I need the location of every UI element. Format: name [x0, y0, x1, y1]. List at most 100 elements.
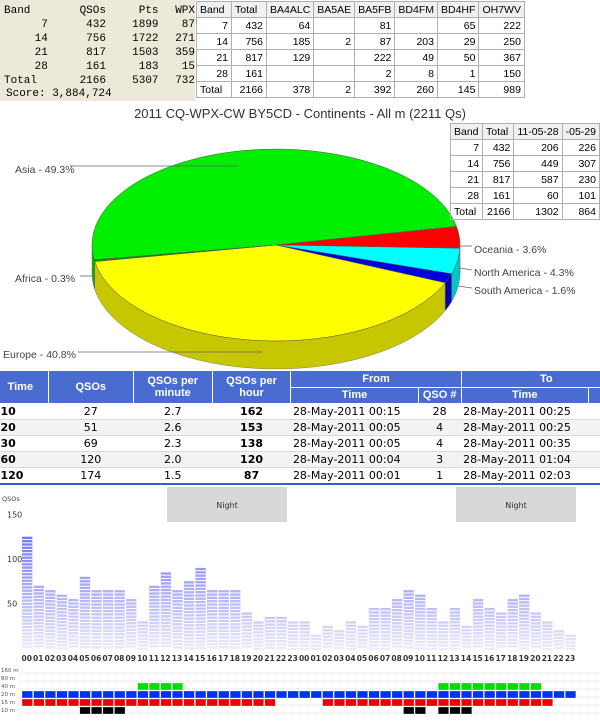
activity-bar — [45, 590, 55, 648]
band-activity-cell — [542, 691, 553, 698]
hour-label: 08 — [114, 654, 124, 663]
band-activity-cell — [473, 691, 484, 698]
rate-cell: 28-May-2011 00:25 — [461, 404, 588, 420]
score-cell: 28 — [4, 60, 60, 74]
rate-cell — [588, 452, 600, 468]
score-cell: 183 — [106, 60, 159, 74]
band-activity-cell — [34, 691, 45, 698]
score-cell: 14 — [4, 32, 60, 46]
band-activity-cell — [496, 683, 507, 690]
band-activity-cell — [311, 691, 322, 698]
operators-header-cell: BA5AE — [314, 2, 355, 18]
band-activity-cell — [57, 691, 68, 698]
activity-ytick: 50 — [7, 600, 17, 609]
rate-cell: 120 — [0, 468, 48, 484]
operators-cell: 989 — [479, 82, 525, 98]
activity-bar — [276, 617, 286, 649]
band-activity-cell — [34, 699, 45, 706]
score-cell: 87 — [159, 18, 195, 32]
rate-cell: 28-May-2011 00:05 — [291, 436, 418, 452]
band-activity-cell — [334, 699, 345, 706]
operators-header-cell: Total — [232, 2, 267, 18]
night-label: Night — [216, 501, 238, 510]
operators-cell: 2 — [355, 66, 395, 82]
operators-table: Band Total BA4ALC BA5AE BA5FB BD4FM BD4H… — [196, 1, 525, 98]
hour-label: 11 — [426, 654, 436, 663]
activity-bar — [207, 590, 217, 648]
activity-bar — [554, 630, 564, 649]
hour-label: 14 — [461, 654, 471, 663]
band-label: 40 m — [1, 684, 15, 690]
band-activity-cell — [172, 699, 183, 706]
operators-cell — [267, 66, 314, 82]
operators-cell — [395, 18, 438, 34]
band-activity-cell — [369, 691, 380, 698]
operators-cell: 756 — [232, 34, 267, 50]
activity-bar — [242, 612, 252, 647]
band-activity-cell — [357, 699, 368, 706]
rate-cell: 28-May-2011 00:04 — [291, 452, 418, 468]
operators-header-cell: BA4ALC — [267, 2, 314, 18]
band-activity-cell — [114, 699, 125, 706]
operators-cell: 49 — [395, 50, 438, 66]
activity-bar — [357, 626, 367, 648]
hour-label: 05 — [357, 654, 367, 663]
band-activity-cell — [288, 691, 299, 698]
band-activity-cell — [103, 691, 114, 698]
band-activity-cell — [172, 691, 183, 698]
band-activity-cell — [438, 699, 449, 706]
rate-cell: 60 — [0, 452, 48, 468]
score-header-wpx: WPX — [159, 4, 195, 18]
band-activity-cell — [461, 691, 472, 698]
band-activity-cell — [207, 691, 218, 698]
operators-cell: 260 — [395, 82, 438, 98]
activity-bar — [80, 577, 90, 649]
activity-bar — [219, 590, 229, 648]
band-activity-cell — [380, 691, 391, 698]
hour-label: 17 — [218, 654, 228, 663]
activity-bar — [531, 612, 541, 647]
score-header-qsos: QSOs — [60, 4, 106, 18]
rate-cell: 28 — [418, 404, 461, 420]
band-activity-cell — [172, 683, 183, 690]
rate-header-to: To — [461, 371, 600, 388]
dates-cell: 60 — [514, 188, 562, 204]
rate-header-from-time: Time — [291, 387, 418, 404]
activity-bar — [149, 586, 159, 648]
operators-cell: 50 — [438, 50, 479, 66]
band-activity-cell — [114, 691, 125, 698]
operators-cell: 817 — [232, 50, 267, 66]
hour-label: 23 — [565, 654, 575, 663]
band-activity-cell — [427, 691, 438, 698]
rate-header-row-1: Time QSOs QSOs per minute QSOs per hour … — [0, 371, 600, 388]
score-header-pts: Pts — [106, 4, 159, 18]
band-activity-cell — [126, 699, 137, 706]
band-activity-cell — [438, 691, 449, 698]
band-activity-cell — [484, 699, 495, 706]
rate-cell: 174 — [48, 468, 133, 484]
rate-header-to-time: Time — [461, 387, 588, 404]
rate-cell: 28-May-2011 00:05 — [291, 420, 418, 436]
hour-label: 13 — [449, 654, 459, 663]
rate-cell — [588, 404, 600, 420]
band-activity-cell — [230, 699, 241, 706]
pie-leader-line — [460, 268, 472, 270]
rate-cell: 10 — [0, 404, 48, 420]
band-activity-cell — [68, 699, 79, 706]
operators-cell — [314, 50, 355, 66]
pie-leader-line — [458, 286, 472, 288]
dates-cell: 307 — [562, 156, 599, 172]
hour-label: 14 — [183, 654, 193, 663]
activity-bar — [415, 595, 425, 650]
activity-bar — [542, 621, 552, 650]
band-activity-cell — [22, 699, 33, 706]
dates-cell: 14 — [451, 156, 483, 172]
rate-header-from: From — [291, 371, 461, 388]
pie-label-asia: Asia - 49.3% — [15, 164, 75, 176]
